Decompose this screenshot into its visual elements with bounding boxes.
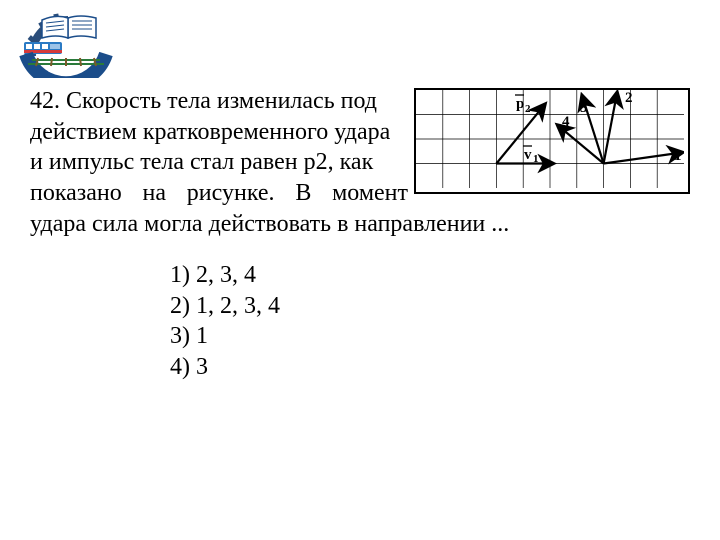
label-p2: p	[516, 96, 524, 112]
option-4: 4) 3	[170, 352, 280, 383]
vector-figure-svg: p 2 v 1 1 2 3 4	[416, 90, 684, 188]
option-1: 1) 2, 3, 4	[170, 260, 280, 291]
rails-icon	[28, 58, 104, 66]
label-4: 4	[562, 114, 570, 130]
grid	[416, 90, 684, 188]
option-2: 2) 1, 2, 3, 4	[170, 291, 280, 322]
label-v1-sub: 1	[533, 153, 539, 165]
question-block: p 2 v 1 1 2 3 4 42. Скорость тела измени…	[30, 86, 690, 240]
answer-options: 1) 2, 3, 4 2) 1, 2, 3, 4 3) 1 4) 3	[170, 260, 280, 383]
label-v1: v	[524, 147, 532, 163]
label-1: 1	[674, 148, 682, 164]
figure-labels: p 2 v 1 1 2 3 4	[515, 90, 682, 165]
label-2: 2	[625, 90, 633, 106]
book-icon	[42, 16, 96, 38]
q-line1: 42. Скорость тела изменилась под	[30, 88, 377, 114]
label-3: 3	[580, 100, 588, 116]
vector-figure: p 2 v 1 1 2 3 4	[414, 88, 690, 194]
train-icon	[24, 42, 62, 54]
q-line2: действием кратковременного удара	[30, 119, 390, 145]
option-3: 3) 1	[170, 321, 280, 352]
logo: РГУПС	[18, 6, 114, 78]
logo-svg: РГУПС	[18, 6, 114, 78]
page: РГУПС	[0, 0, 720, 540]
q-line3: и импульс тела стал равен р2, как	[30, 149, 373, 175]
label-p2-sub: 2	[525, 103, 531, 115]
